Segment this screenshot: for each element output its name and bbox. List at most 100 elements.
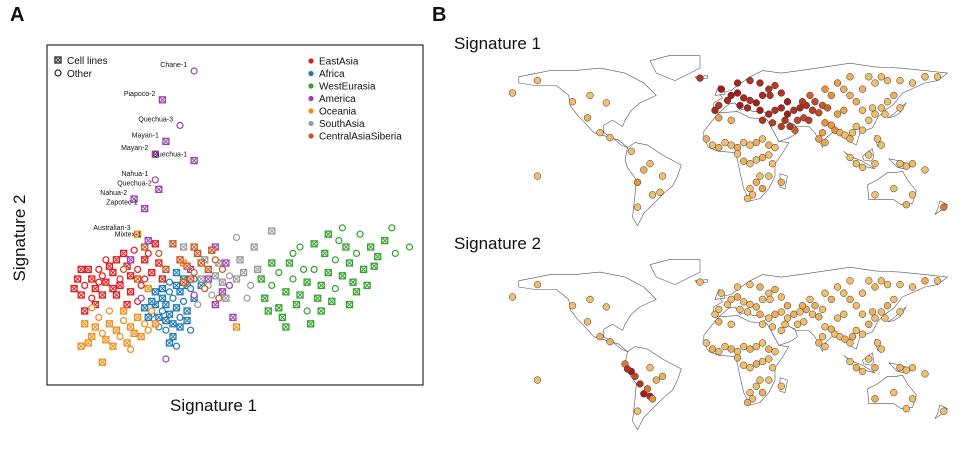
landmass — [649, 259, 701, 285]
population-dot — [871, 79, 879, 87]
population-dot — [758, 153, 767, 162]
labeled-point — [155, 185, 163, 194]
population-dot — [858, 126, 867, 134]
population-dot — [777, 89, 785, 97]
data-point-southasia — [236, 256, 244, 264]
data-point-eastasia — [112, 256, 121, 264]
data-point-africa — [169, 320, 177, 328]
population-dot — [752, 138, 760, 147]
marker-legend-label: Cell lines — [67, 56, 108, 67]
data-point-southasia — [239, 268, 248, 277]
marker-legend: Cell lines Other — [54, 56, 108, 80]
population-dot — [877, 104, 885, 112]
population-dot — [771, 143, 779, 152]
population-dot — [908, 364, 917, 372]
population-dot — [865, 151, 873, 159]
population-dot — [865, 116, 873, 124]
data-point-oceania — [232, 323, 241, 331]
data-point-westeurasia — [268, 259, 276, 267]
legend-swatch — [308, 108, 314, 114]
data-point-westeurasia — [349, 278, 357, 286]
data-point-eastasia — [102, 256, 110, 264]
data-point-centralasiasiberia — [186, 275, 195, 283]
population-dot — [743, 194, 752, 203]
population-dot — [752, 156, 760, 164]
data-point-eastasia — [88, 275, 96, 283]
population-dot — [715, 347, 723, 356]
data-point-africa — [165, 278, 174, 286]
population-dot — [602, 303, 610, 311]
population-dot — [777, 382, 785, 390]
population-dot — [896, 364, 904, 372]
data-point-africa — [172, 304, 181, 312]
data-point-eastasia — [116, 275, 124, 283]
population-dot — [823, 104, 832, 112]
data-point-southasia — [194, 301, 202, 309]
population-dot — [808, 106, 817, 114]
population-dot — [841, 131, 849, 139]
population-dot — [702, 339, 710, 347]
labeled-point — [176, 121, 184, 130]
population-dot — [631, 372, 639, 381]
data-point-africa — [148, 297, 156, 306]
population-dot — [790, 106, 798, 114]
data-point-centralasiasiberia — [204, 265, 212, 274]
data-point-centralasiasiberia — [155, 249, 163, 257]
population-dot — [783, 110, 792, 118]
legend-label: Africa — [319, 69, 345, 80]
population-dot — [865, 73, 873, 81]
data-point-oceania — [105, 307, 114, 315]
population-dot — [640, 166, 648, 174]
data-point-eastasia — [144, 249, 152, 257]
point-label: Mayan-1 — [132, 132, 159, 139]
population-dot — [752, 303, 760, 311]
population-dot — [643, 385, 652, 393]
population-dot — [896, 104, 904, 112]
world-map-signature-2 — [508, 259, 948, 431]
data-point-africa — [162, 326, 170, 334]
population-dot — [727, 91, 735, 100]
population-dot — [746, 141, 754, 149]
population-dot — [746, 96, 754, 105]
population-dot — [821, 119, 829, 127]
data-point-america — [162, 355, 170, 363]
population-dot — [708, 345, 717, 353]
data-point-america — [211, 300, 219, 309]
data-point-oceania — [98, 329, 106, 337]
population-dot — [765, 85, 773, 93]
population-dot — [848, 333, 857, 341]
legend-swatch — [308, 133, 314, 139]
data-point-eastasia — [126, 272, 135, 280]
population-dot — [852, 122, 860, 131]
population-dot — [748, 191, 757, 199]
population-dot — [746, 388, 754, 397]
data-point-eastasia — [148, 268, 156, 277]
population-dot — [533, 76, 542, 85]
point-label: Zapotec-1 — [106, 200, 138, 207]
population-dot — [508, 293, 517, 301]
data-point-southasia — [243, 294, 251, 302]
population-dot — [646, 160, 654, 168]
labeled-point — [151, 176, 159, 184]
data-point-africa — [176, 313, 184, 321]
population-dot — [533, 376, 542, 384]
data-point-westeurasia — [328, 297, 336, 306]
data-point-eastasia — [116, 281, 124, 290]
population-dot — [796, 308, 804, 316]
data-point-africa — [162, 300, 170, 309]
population-dot — [652, 376, 660, 384]
population-dot — [766, 295, 774, 304]
population-dot — [606, 338, 614, 346]
population-dot — [743, 308, 752, 316]
data-point-westeurasia — [317, 307, 325, 315]
population-dot — [877, 308, 885, 316]
data-point-centralasiasiberia — [215, 294, 223, 302]
data-point-oceania — [95, 313, 103, 321]
population-dot — [777, 308, 785, 316]
data-point-centralasiasiberia — [176, 256, 184, 264]
data-point-southasia — [232, 233, 241, 241]
data-point-africa — [165, 288, 174, 296]
population-dot — [908, 191, 917, 199]
data-point-oceania — [88, 332, 96, 341]
marker-legend-symbol — [54, 69, 62, 77]
